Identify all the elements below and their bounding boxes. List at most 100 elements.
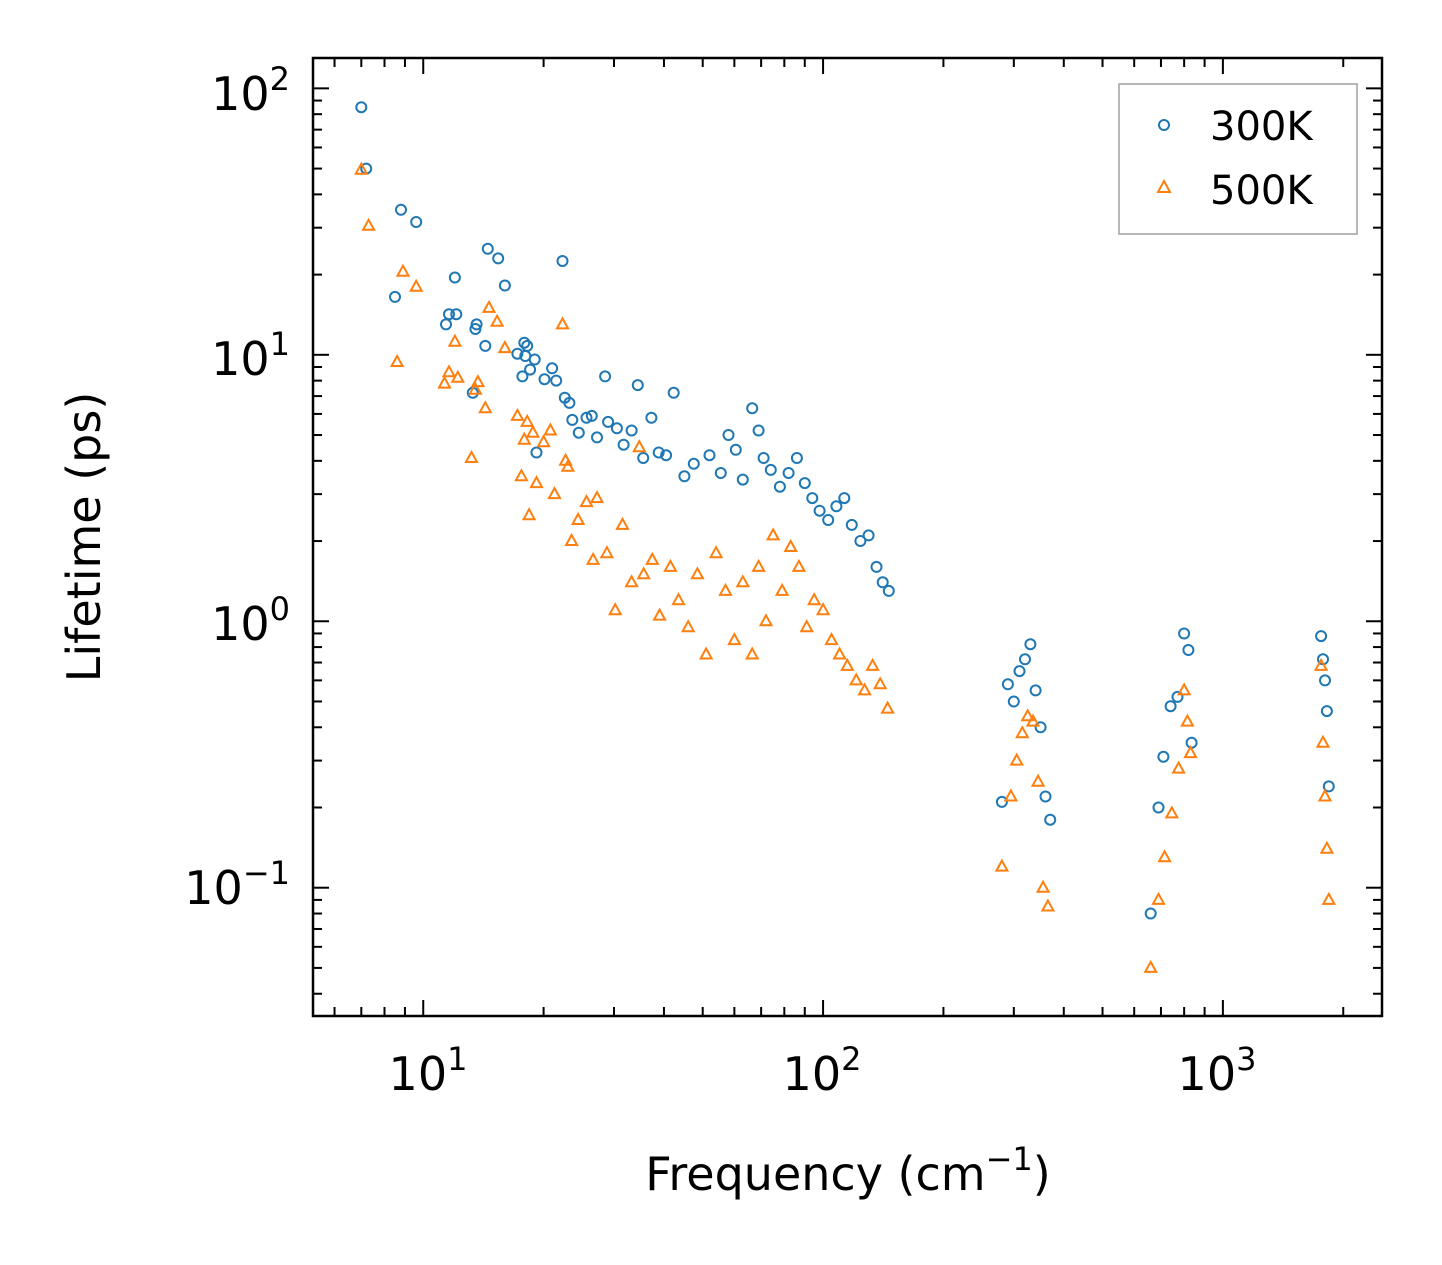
point-500k [880, 700, 895, 714]
point-300k [876, 576, 889, 589]
point-500k [832, 646, 847, 660]
point-300k [1315, 630, 1328, 643]
point-300k [566, 413, 579, 426]
data-points [354, 101, 1336, 973]
point-500k [1176, 682, 1192, 696]
point-500k [1313, 657, 1329, 671]
point-500k [589, 490, 605, 504]
point-500k [727, 632, 742, 646]
point-500k [1040, 898, 1056, 912]
point-300k [1044, 813, 1057, 826]
y-tick-label-0.1: 10−1 [184, 854, 290, 915]
point-500k [599, 545, 615, 559]
point-500k [1025, 713, 1041, 727]
series-500k [354, 161, 1336, 973]
point-500k [994, 858, 1010, 872]
point-300k [637, 452, 650, 464]
point-300k [516, 370, 529, 383]
point-500k [470, 374, 486, 388]
point-300k [687, 457, 700, 470]
point-300k [1039, 790, 1052, 803]
point-300k [746, 402, 759, 415]
point-300k [492, 252, 505, 265]
legend-box [1118, 83, 1358, 235]
point-300k [440, 318, 452, 331]
point-500k [1015, 725, 1030, 739]
x-axis-title: Frequency (cm−1) [645, 1140, 1050, 1201]
point-300k [1152, 801, 1165, 814]
point-300k [481, 242, 494, 255]
point-300k [521, 339, 534, 352]
legend: 300K 500K [1118, 83, 1358, 235]
point-300k [1157, 750, 1170, 763]
point-300k [752, 424, 765, 437]
point-500k [441, 364, 457, 378]
y-tick-label-100: 102 [211, 60, 290, 121]
legend-marker-500k [1156, 178, 1172, 193]
point-500k [849, 672, 864, 686]
point-500k [824, 632, 839, 646]
legend-marker-300k [1158, 119, 1170, 131]
point-300k [782, 467, 795, 479]
point-500k [645, 551, 660, 565]
point-500k [555, 316, 570, 330]
series-300k [355, 101, 1335, 920]
point-500k [564, 532, 579, 546]
legend-label-300k: 300K [1210, 104, 1314, 150]
point-500k [497, 340, 513, 354]
y-tick-label-10: 101 [211, 325, 290, 386]
point-300k [470, 318, 483, 331]
point-300k [450, 308, 463, 321]
point-500k [815, 602, 831, 616]
point-500k [521, 507, 537, 521]
point-300k [572, 426, 585, 439]
point-300k [736, 473, 749, 486]
point-500k [783, 538, 798, 552]
point-500k [681, 619, 696, 633]
point-500k [1035, 879, 1051, 893]
point-300k [528, 353, 541, 366]
point-300k [757, 452, 770, 464]
point-500k [1183, 745, 1198, 759]
point-500k [799, 619, 814, 633]
point-500k [632, 439, 647, 453]
point-300k [722, 429, 735, 441]
point-500k [585, 551, 601, 565]
point-300k [882, 584, 895, 597]
point-500k [520, 413, 535, 427]
point-500k [1020, 708, 1035, 722]
point-500k [774, 582, 790, 596]
point-500k [543, 422, 558, 436]
point-500k [1180, 713, 1195, 727]
point-300k [1034, 721, 1047, 734]
point-300k [790, 452, 803, 464]
point-300k [448, 271, 461, 284]
point-300k [995, 795, 1008, 808]
point-300k [806, 492, 819, 505]
point-300k [703, 449, 716, 462]
plot-frame [311, 56, 1384, 1018]
point-500k [468, 381, 483, 395]
point-500k [450, 369, 465, 383]
point-300k [862, 529, 875, 542]
point-300k [617, 438, 630, 451]
point-500k [857, 682, 872, 696]
point-500k [751, 558, 766, 572]
x-tick-label-10: 101 [389, 1040, 468, 1101]
point-300k [1001, 678, 1014, 691]
point-300k [845, 518, 858, 531]
point-500k [395, 263, 411, 277]
point-300k [410, 216, 423, 228]
point-300k [1182, 644, 1195, 656]
point-500k [758, 613, 774, 627]
point-500k [536, 434, 551, 448]
point-300k [591, 431, 603, 444]
point-500k [478, 400, 493, 414]
point-300k [389, 290, 401, 303]
point-300k [550, 374, 563, 387]
point-500k [745, 646, 760, 660]
point-300k [1144, 907, 1157, 920]
point-300k [773, 480, 786, 493]
point-500k [718, 582, 733, 596]
point-300k [602, 415, 615, 428]
